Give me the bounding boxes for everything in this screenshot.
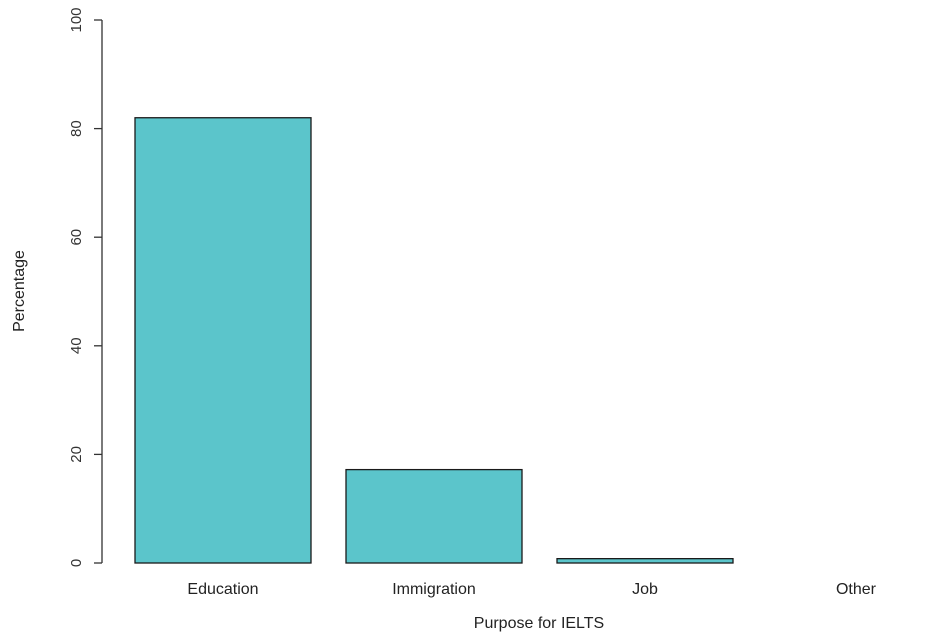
y-tick-label: 0 xyxy=(68,559,85,567)
y-tick-label: 60 xyxy=(68,229,85,246)
y-axis: 0 20 40 60 80 100 xyxy=(68,7,103,567)
bar-education xyxy=(134,117,312,564)
x-axis-title: Purpose for IELTS xyxy=(474,615,604,632)
x-tick-labels: Education Immigration Job Other xyxy=(187,581,876,598)
bar-job xyxy=(556,558,734,564)
x-tick-label-job: Job xyxy=(632,581,658,598)
bar-immigration xyxy=(345,468,523,564)
x-tick-label-other: Other xyxy=(836,581,877,598)
x-tick-label-education: Education xyxy=(187,581,258,598)
x-tick-label-immigration: Immigration xyxy=(392,581,476,598)
y-tick-label: 40 xyxy=(68,337,85,354)
y-tick-label: 100 xyxy=(68,7,85,32)
y-tick-label: 80 xyxy=(68,120,85,137)
y-axis-title: Percentage xyxy=(11,250,28,332)
y-tick-label: 20 xyxy=(68,446,85,463)
bars xyxy=(134,117,734,564)
